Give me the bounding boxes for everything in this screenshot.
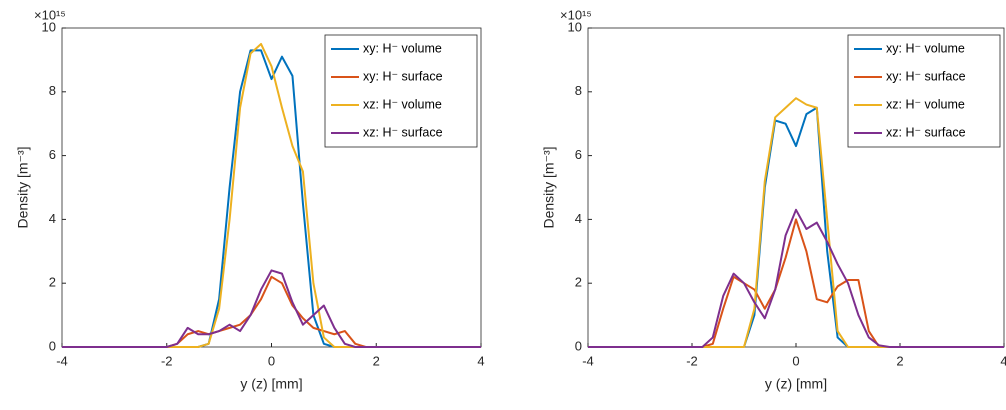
y-tick-label: 2 <box>575 275 582 290</box>
y-tick-label: 8 <box>49 83 56 98</box>
subplot: -4 -2 0 2 4 0 2 4 6 8 10×10¹⁵ y (z) [mm] Density [m⁻… <box>541 7 1006 391</box>
line-series <box>588 208 1004 348</box>
y-tick-label: 10 <box>42 19 56 34</box>
y-tick-label: 2 <box>49 275 56 290</box>
x-tick-label: 0 <box>268 353 275 368</box>
x-tick-label: 2 <box>896 353 903 368</box>
line-series <box>62 269 481 348</box>
y-tick-label: 0 <box>575 338 582 353</box>
x-tick-label: -4 <box>56 353 68 368</box>
x-tick-label: -2 <box>161 353 173 368</box>
legend-label: xy: H⁻ volume <box>886 41 965 55</box>
legend-label: xz: H⁻ volume <box>363 97 442 111</box>
x-tick-label: 2 <box>373 353 380 368</box>
legend-box <box>847 34 1001 148</box>
y-axis-label: Density [m⁻³] <box>15 146 31 228</box>
line-series <box>588 97 1004 348</box>
y-exponent: ×10¹⁵ <box>34 7 66 22</box>
x-tick-label: -2 <box>686 353 698 368</box>
line-series <box>62 275 481 348</box>
subplot: -4 -2 0 2 4 0 2 4 6 8 10×10¹⁵ y (z) [mm] Density [m⁻… <box>15 7 485 391</box>
x-tick-label: 4 <box>477 353 484 368</box>
legend-box <box>324 34 478 148</box>
y-tick-label: 6 <box>575 147 582 162</box>
x-axis-label: y (z) [mm] <box>765 376 827 392</box>
x-tick-label: 0 <box>792 353 799 368</box>
line-series <box>588 218 1004 348</box>
x-tick-label: 4 <box>1000 353 1006 368</box>
y-tick-label: 10 <box>568 19 582 34</box>
y-tick-label: 4 <box>49 211 56 226</box>
x-axis-label: y (z) [mm] <box>240 376 302 392</box>
legend-label: xz: H⁻ surface <box>886 125 966 139</box>
legend-label: xy: H⁻ surface <box>886 69 966 83</box>
legend-label: xz: H⁻ surface <box>363 125 443 139</box>
legend-label: xy: H⁻ surface <box>363 69 443 83</box>
y-tick-label: 0 <box>49 338 56 353</box>
y-tick-label: 6 <box>49 147 56 162</box>
legend-label: xz: H⁻ volume <box>886 97 965 111</box>
legend-label: xy: H⁻ volume <box>363 41 442 55</box>
y-tick-label: 4 <box>575 211 582 226</box>
y-axis-label: Density [m⁻³] <box>541 146 557 228</box>
y-tick-label: 8 <box>575 83 582 98</box>
y-exponent: ×10¹⁵ <box>560 7 592 22</box>
line-series <box>62 42 481 348</box>
x-tick-label: -4 <box>582 353 594 368</box>
